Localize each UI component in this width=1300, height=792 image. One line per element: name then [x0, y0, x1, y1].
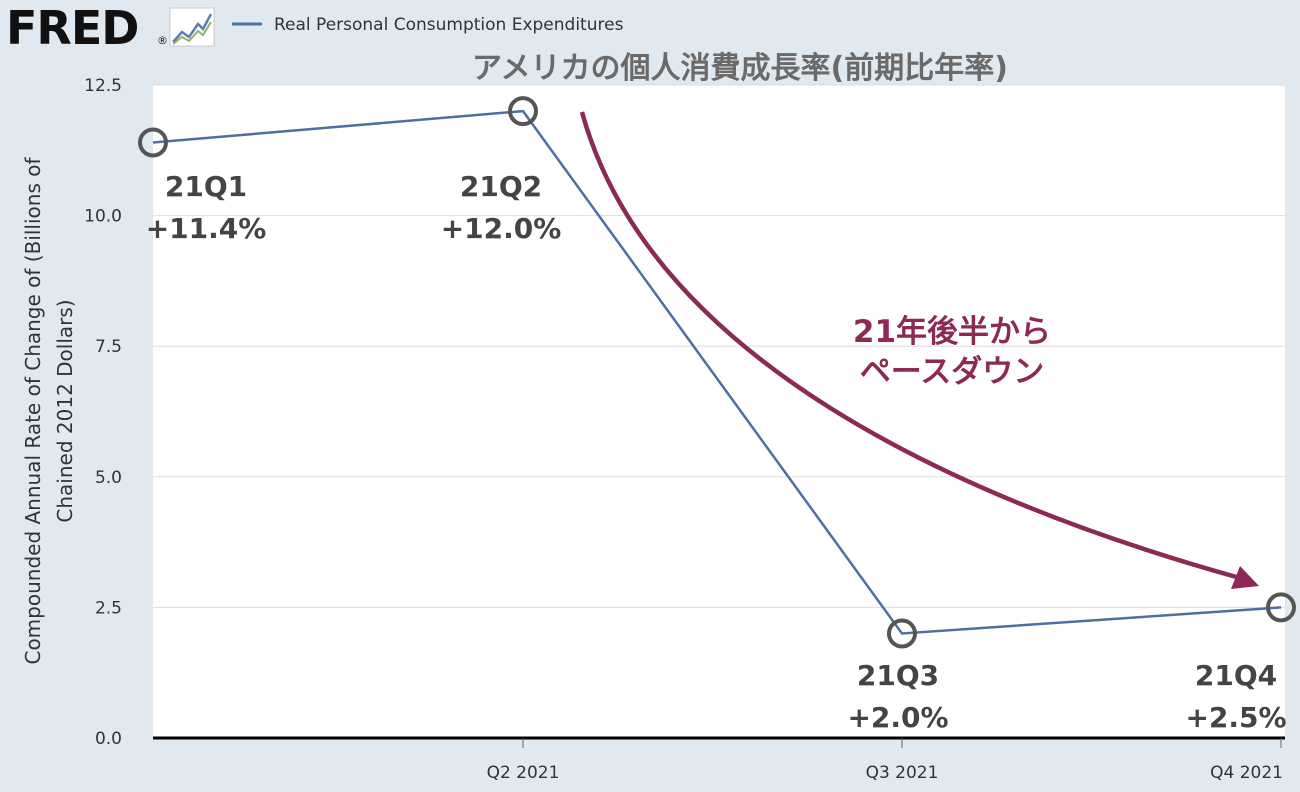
x-tick-label: Q2 2021 — [487, 763, 560, 783]
x-axis-ticks: Q2 2021 Q3 2021 Q4 2021 — [487, 738, 1283, 783]
point-label-value-2: +12.0% — [441, 212, 562, 245]
point-label-value-4: +2.5% — [1185, 701, 1286, 734]
y-tick-label: 7.5 — [95, 337, 122, 357]
series-line — [152, 109, 1282, 635]
point-marker — [1266, 592, 1296, 623]
point-label-quarter-3: 21Q3 — [857, 659, 939, 692]
point-marker — [508, 96, 538, 127]
legend-entry: Real Personal Consumption Expenditures — [274, 15, 624, 35]
annotation-line-2: ペースダウン — [860, 354, 1044, 390]
point-marker — [138, 127, 168, 158]
gridlines — [153, 84, 1285, 608]
y-tick-label: 5.0 — [95, 468, 122, 488]
annotation-line-1: 21年後半から — [853, 314, 1051, 350]
chart-title: アメリカの個人消費成長率(前期比年率) — [472, 51, 1008, 86]
chart-logo-icon — [169, 7, 215, 47]
annotation: 21年後半から ペースダウン — [853, 314, 1051, 390]
point-label-quarter-4: 21Q4 — [1195, 659, 1277, 692]
trend-arrow-head — [1231, 566, 1259, 589]
trend-arrow — [579, 111, 1259, 589]
y-axis-title: Compounded Annual Rate of Change of (Bil… — [21, 157, 77, 665]
trend-arrow-curve — [579, 111, 1241, 581]
point-label-value-1: +11.4% — [146, 212, 267, 245]
point-marker — [887, 618, 917, 649]
legend[interactable]: Real Personal Consumption Expenditures — [232, 15, 624, 35]
point-label-quarter-2: 21Q2 — [460, 170, 542, 203]
fred-logo[interactable]: FRED ® — [6, 1, 215, 55]
y-axis-ticks: 0.0 2.5 5.0 7.5 10.0 12.5 — [84, 76, 122, 749]
point-labels: 21Q1 +11.4% 21Q2 +12.0% 21Q3 +2.0% 21Q4 … — [146, 170, 1287, 734]
y-tick-label: 12.5 — [84, 76, 122, 96]
point-markers — [138, 96, 1296, 649]
point-label-quarter-1: 21Q1 — [165, 170, 247, 203]
y-axis-title-line-2: Chained 2012 Dollars) — [53, 299, 77, 522]
registered-mark: ® — [157, 34, 168, 47]
x-tick-label: Q4 2021 — [1210, 763, 1283, 783]
x-tick-label: Q3 2021 — [866, 763, 939, 783]
y-axis-title-line-1: Compounded Annual Rate of Change of (Bil… — [21, 157, 45, 665]
point-label-value-3: +2.0% — [847, 701, 948, 734]
fred-logo-text: FRED — [6, 1, 138, 55]
y-tick-label: 0.0 — [95, 729, 122, 749]
y-tick-label: 2.5 — [95, 598, 122, 618]
y-tick-label: 10.0 — [84, 207, 122, 227]
plot-area — [153, 85, 1285, 738]
